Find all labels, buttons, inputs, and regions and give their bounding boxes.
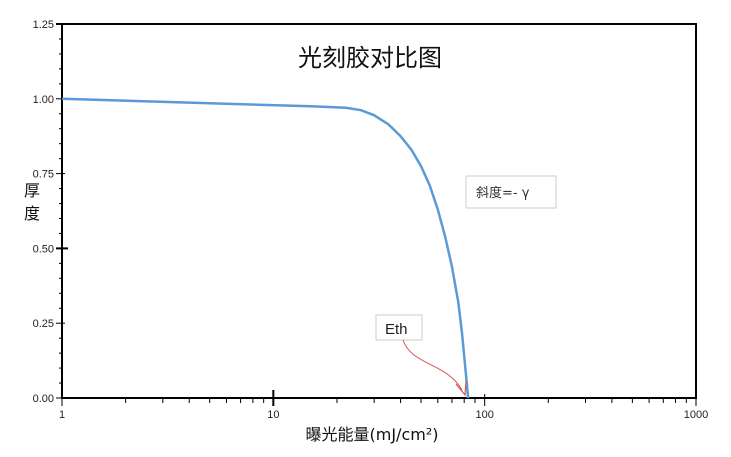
eth-annotation-box [375, 314, 423, 341]
plot-frame [61, 23, 697, 399]
slope-annotation-text: 斜度=- γ [476, 185, 530, 201]
x-axis-title: 曝光能量(mJ/cm²) [306, 425, 439, 444]
y-axis-title-char-2: 度 [24, 204, 40, 223]
x-tick-label: 1 [59, 409, 65, 421]
y-ticks: 0.00 0.25 0.50 0.75 1.00 1.25 [33, 19, 68, 405]
x-tick-label: 10 [267, 409, 279, 421]
slope-annotation: 斜度=- γ [465, 175, 557, 209]
eth-arrowhead-icon [455, 380, 467, 397]
eth-annotation: Eth [375, 314, 467, 397]
chart-title: 光刻胶对比图 [298, 44, 442, 72]
x-ticks: 1 10 100 1000 [59, 390, 708, 421]
y-tick-label: 1.25 [33, 19, 54, 31]
y-minor-ticks [59, 38, 62, 384]
x-tick-label: 1000 [684, 409, 708, 421]
series-line [61, 97, 470, 399]
y-tick-label: 0.50 [33, 243, 54, 255]
y-axis-title: 厚 度 [24, 181, 40, 223]
y-tick-label: 1.00 [33, 94, 54, 106]
eth-annotation-text: Eth [385, 321, 408, 338]
eth-arrow [402, 339, 463, 391]
x-tick-label: 100 [475, 409, 493, 421]
y-tick-label: 0.00 [33, 393, 54, 405]
slope-annotation-box [465, 175, 557, 209]
y-axis-title-char-1: 厚 [24, 181, 40, 200]
y-tick-label: 0.75 [33, 169, 54, 181]
y-tick-label: 0.25 [33, 318, 54, 330]
